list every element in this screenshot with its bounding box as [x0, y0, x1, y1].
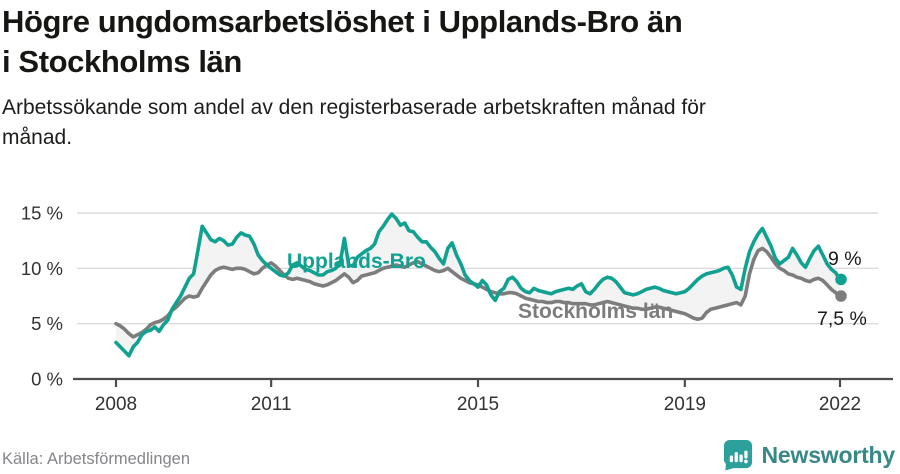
end-dot-stockholms-lan: [835, 290, 847, 302]
chart-subtitle-line-2: månad.: [2, 126, 73, 149]
source-credit: Källa: Arbetsförmedlingen: [2, 450, 191, 468]
page-title-line-2: i Stockholms län: [2, 44, 242, 79]
y-tick-label-15: 15 %: [21, 202, 63, 223]
end-dot-upplands-bro: [835, 273, 847, 286]
newsworthy-logo: Newsworthy: [722, 439, 895, 471]
series-label-upplands-bro: Upplands-Bro: [287, 250, 426, 273]
y-tick-label-0: 0 %: [31, 369, 63, 390]
x-tick-label-2008: 2008: [95, 394, 137, 415]
x-tick-label-2019: 2019: [664, 394, 706, 415]
series-line-upplands-bro: [114, 212, 842, 358]
end-value-label-upplands-bro: 9 %: [828, 248, 862, 270]
newsworthy-wordmark: Newsworthy: [761, 441, 896, 468]
x-tick-label-2022: 2022: [819, 394, 861, 415]
x-tick-label-2015: 2015: [457, 394, 499, 415]
chart-subtitle: Arbetssökande som andel av den registerb…: [2, 93, 882, 153]
footer: Källa: Arbetsförmedlingen Newsworthy: [0, 434, 900, 474]
chart-subtitle-line-1: Arbetssökande som andel av den registerb…: [2, 96, 706, 119]
end-value-label-stockholms-lan: 7,5 %: [817, 308, 867, 330]
unemployment-chart: 2008 2011 2015 2019 2022 0 % 5 % 10 % 15 % Upplan…: [21, 202, 893, 415]
y-tick-label-5: 5 %: [31, 313, 63, 334]
y-tick-label-10: 10 %: [21, 258, 63, 279]
series-label-stockholms-lan: Stockholms län: [518, 300, 673, 323]
page-title: Högre ungdomsarbetslöshet i Upplands-Bro…: [2, 2, 892, 82]
newsworthy-bar-chart-bubble-icon: [723, 439, 752, 471]
page-title-line-1: Högre ungdomsarbetslöshet i Upplands-Bro…: [2, 4, 683, 39]
x-tick-label-2011: 2011: [251, 394, 292, 415]
